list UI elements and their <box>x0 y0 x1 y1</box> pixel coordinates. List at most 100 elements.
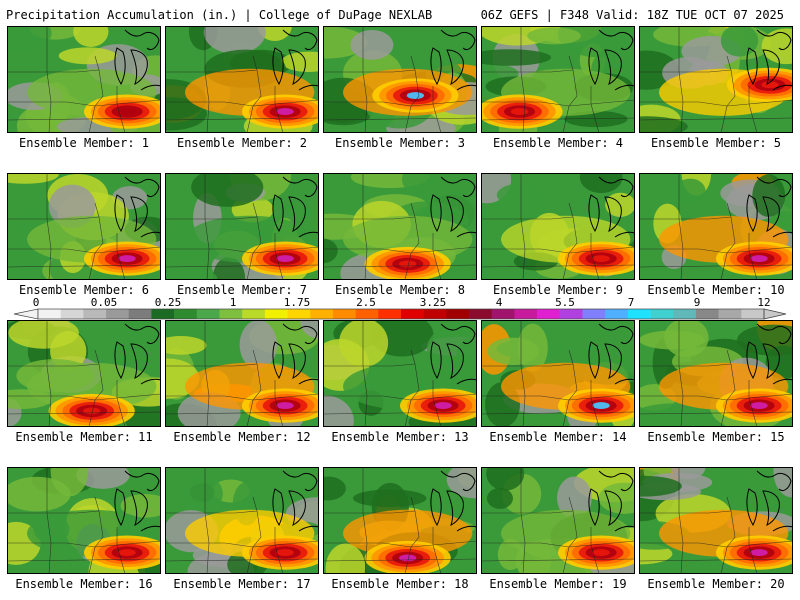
colorbar-tick-label: 12 <box>757 296 771 309</box>
colorbar-swatch <box>514 309 538 319</box>
colorbar-low-arrow <box>13 308 39 320</box>
member-label: Ensemble Member: 7 <box>176 283 308 297</box>
colorbar-swatch <box>355 309 379 319</box>
member-label: Ensemble Member: 10 <box>647 283 785 297</box>
chart-title: Precipitation Accumulation (in.) | Colle… <box>6 8 433 22</box>
colorbar-swatch <box>196 309 220 319</box>
precip-map <box>7 467 161 574</box>
precip-map <box>323 173 477 280</box>
member-label: Ensemble Member: 2 <box>176 136 308 150</box>
ensemble-member-panel: Ensemble Member: 20 <box>639 467 793 591</box>
colorbar-swatch <box>627 309 651 319</box>
colorbar-swatch <box>537 309 561 319</box>
ensemble-member-panel: Ensemble Member: 12 <box>165 320 319 444</box>
colorbar-swatch <box>83 309 107 319</box>
colorbar-tick-label: 0.05 <box>90 296 118 309</box>
colorbar-swatch <box>174 309 198 319</box>
colorbar-swatch <box>650 309 674 319</box>
colorbar-tick-label: 2.5 <box>356 296 376 309</box>
colorbar-swatch <box>673 309 697 319</box>
ensemble-member-panel: Ensemble Member: 11 <box>7 320 161 444</box>
colorbar-swatch <box>264 309 288 319</box>
colorbar-swatch <box>332 309 356 319</box>
precip-map <box>481 26 635 133</box>
ensemble-member-panel: Ensemble Member: 4 <box>481 26 635 150</box>
colorbar-swatches <box>13 308 787 320</box>
colorbar-swatch <box>151 309 175 319</box>
colorbar-tick-label: 3.25 <box>419 296 447 309</box>
precip-map <box>165 467 319 574</box>
ensemble-member-panel: Ensemble Member: 15 <box>639 320 793 444</box>
colorbar-swatch <box>469 309 493 319</box>
member-label: Ensemble Member: 13 <box>331 430 469 444</box>
ensemble-member-panel: Ensemble Member: 17 <box>165 467 319 591</box>
precip-map <box>7 26 161 133</box>
member-label: Ensemble Member: 8 <box>334 283 466 297</box>
colorbar-swatch <box>491 309 515 319</box>
member-label: Ensemble Member: 4 <box>492 136 624 150</box>
ensemble-member-panel: Ensemble Member: 9 <box>481 173 635 297</box>
member-label: Ensemble Member: 3 <box>334 136 466 150</box>
ensemble-member-panel: Ensemble Member: 5 <box>639 26 793 150</box>
member-label: Ensemble Member: 9 <box>492 283 624 297</box>
precip-map <box>639 26 793 133</box>
ensemble-member-panel: Ensemble Member: 2 <box>165 26 319 150</box>
colorbar-tick-label: 4 <box>495 296 503 309</box>
colorbar-swatch <box>695 309 719 319</box>
ensemble-member-panel: Ensemble Member: 18 <box>323 467 477 591</box>
colorbar-swatch <box>242 309 266 319</box>
colorbar-tick-labels: 0 0.05 0.25 1 1.75 2.5 3.25 4 5.5 7 9 12 <box>0 296 800 309</box>
colorbar-swatch <box>605 309 629 319</box>
ensemble-member-panel: Ensemble Member: 6 <box>7 173 161 297</box>
member-label: Ensemble Member: 16 <box>15 577 153 591</box>
colorbar-tick-label: 0.25 <box>154 296 182 309</box>
member-label: Ensemble Member: 5 <box>650 136 782 150</box>
colorbar-swatch <box>106 309 130 319</box>
colorbar-swatch <box>378 309 402 319</box>
ensemble-member-panel: Ensemble Member: 14 <box>481 320 635 444</box>
colorbar-swatch <box>446 309 470 319</box>
precip-map <box>165 320 319 427</box>
precip-map <box>7 320 161 427</box>
colorbar-swatch <box>219 309 243 319</box>
colorbar-tick-label: 1 <box>229 296 237 309</box>
colorbar-high-arrow <box>763 308 787 320</box>
member-label: Ensemble Member: 1 <box>18 136 150 150</box>
colorbar-swatch <box>582 309 606 319</box>
ensemble-member-panel: Ensemble Member: 3 <box>323 26 477 150</box>
ensemble-member-panel: Ensemble Member: 19 <box>481 467 635 591</box>
precip-map <box>481 320 635 427</box>
precip-map <box>481 467 635 574</box>
member-label: Ensemble Member: 12 <box>173 430 311 444</box>
precip-map <box>165 173 319 280</box>
ensemble-member-panel: Ensemble Member: 7 <box>165 173 319 297</box>
colorbar-swatch <box>718 309 742 319</box>
precip-map <box>639 320 793 427</box>
colorbar-tick-label: 9 <box>693 296 701 309</box>
colorbar: 0 0.05 0.25 1 1.75 2.5 3.25 4 5.5 7 9 12 <box>0 296 800 320</box>
member-label: Ensemble Member: 15 <box>647 430 785 444</box>
colorbar-swatch <box>287 309 311 319</box>
member-label: Ensemble Member: 6 <box>18 283 150 297</box>
ensemble-member-panel: Ensemble Member: 10 <box>639 173 793 297</box>
colorbar-tick-label: 5.5 <box>555 296 575 309</box>
member-label: Ensemble Member: 18 <box>331 577 469 591</box>
colorbar-swatch <box>38 309 61 319</box>
precip-map <box>165 26 319 133</box>
model-run-info: 06Z GEFS | F348 Valid: 18Z TUE OCT 07 20… <box>480 8 784 22</box>
precip-map <box>7 173 161 280</box>
colorbar-swatch <box>310 309 334 319</box>
colorbar-swatch <box>741 309 765 319</box>
colorbar-swatch <box>60 309 84 319</box>
precip-map <box>323 26 477 133</box>
colorbar-tick-label: 1.75 <box>283 296 311 309</box>
ensemble-member-panel: Ensemble Member: 8 <box>323 173 477 297</box>
colorbar-swatch <box>423 309 447 319</box>
member-label: Ensemble Member: 14 <box>489 430 627 444</box>
colorbar-swatch <box>401 309 424 319</box>
member-label: Ensemble Member: 17 <box>173 577 311 591</box>
ensemble-member-panel: Ensemble Member: 1 <box>7 26 161 150</box>
member-label: Ensemble Member: 19 <box>489 577 627 591</box>
colorbar-swatch <box>559 309 583 319</box>
precip-map <box>323 467 477 574</box>
